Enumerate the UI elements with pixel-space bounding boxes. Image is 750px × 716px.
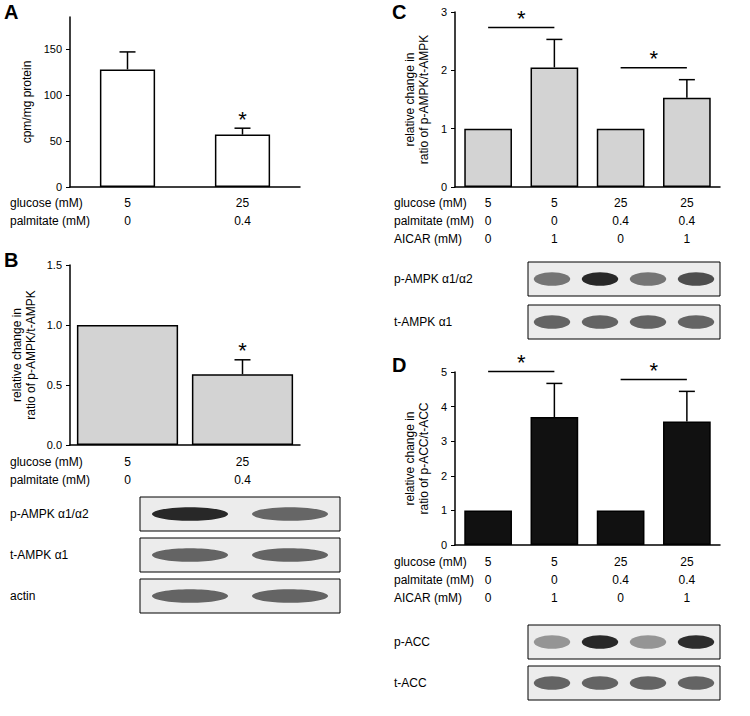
svg-text:0: 0	[617, 591, 624, 605]
svg-text:1.0: 1.0	[47, 319, 62, 331]
svg-text:relative change in: relative change in	[403, 52, 417, 146]
svg-text:0: 0	[617, 232, 624, 246]
svg-text:1: 1	[551, 591, 558, 605]
svg-text:p-AMPK α1/α2: p-AMPK α1/α2	[394, 272, 473, 286]
svg-text:p-AMPK α1/α2: p-AMPK α1/α2	[10, 507, 89, 521]
svg-text:1.5: 1.5	[47, 259, 62, 271]
svg-text:25: 25	[614, 196, 628, 210]
svg-text:0: 0	[485, 573, 492, 587]
svg-text:C: C	[392, 1, 406, 23]
svg-text:150: 150	[44, 43, 62, 55]
svg-text:AICAR (mM): AICAR (mM)	[394, 591, 462, 605]
svg-text:2: 2	[441, 64, 447, 76]
svg-text:palmitate (mM): palmitate (mM)	[10, 473, 90, 487]
svg-text:0.4: 0.4	[234, 214, 251, 228]
svg-text:5: 5	[124, 455, 131, 469]
svg-text:0: 0	[124, 473, 131, 487]
svg-text:0: 0	[124, 214, 131, 228]
svg-text:*: *	[649, 46, 658, 71]
svg-text:1: 1	[441, 504, 447, 516]
svg-text:0.4: 0.4	[679, 573, 696, 587]
svg-text:1: 1	[684, 232, 691, 246]
svg-text:palmitate (mM): palmitate (mM)	[394, 214, 474, 228]
svg-text:3: 3	[441, 435, 447, 447]
svg-text:actin: actin	[10, 589, 35, 603]
svg-text:4: 4	[441, 401, 447, 413]
svg-text:glucose (mM): glucose (mM)	[394, 196, 467, 210]
svg-text:5: 5	[124, 196, 131, 210]
svg-text:5: 5	[551, 555, 558, 569]
svg-text:*: *	[517, 6, 526, 31]
svg-text:50: 50	[50, 135, 62, 147]
svg-text:*: *	[649, 358, 658, 383]
svg-text:D: D	[392, 354, 406, 376]
svg-text:*: *	[238, 107, 247, 132]
svg-text:0.4: 0.4	[679, 214, 696, 228]
svg-text:1: 1	[441, 123, 447, 135]
svg-text:0: 0	[551, 214, 558, 228]
svg-text:ratio of p-ACC/t-ACC: ratio of p-ACC/t-ACC	[417, 402, 431, 514]
svg-text:palmitate (mM): palmitate (mM)	[10, 214, 90, 228]
svg-text:A: A	[4, 1, 18, 23]
svg-text:5: 5	[441, 366, 447, 378]
svg-text:*: *	[238, 338, 247, 363]
svg-text:glucose (mM): glucose (mM)	[10, 455, 83, 469]
svg-text:1: 1	[684, 591, 691, 605]
svg-text:25: 25	[680, 555, 694, 569]
svg-text:100: 100	[44, 89, 62, 101]
svg-text:0: 0	[485, 232, 492, 246]
svg-text:relative change in: relative change in	[403, 411, 417, 505]
svg-text:p-ACC: p-ACC	[394, 635, 430, 649]
svg-text:0: 0	[485, 591, 492, 605]
svg-text:0.4: 0.4	[612, 214, 629, 228]
svg-text:relative change in: relative change in	[10, 308, 24, 402]
svg-text:palmitate (mM): palmitate (mM)	[394, 573, 474, 587]
svg-text:0: 0	[485, 214, 492, 228]
svg-text:t-AMPK α1: t-AMPK α1	[394, 315, 453, 329]
svg-text:0.4: 0.4	[234, 473, 251, 487]
svg-text:glucose (mM): glucose (mM)	[394, 555, 467, 569]
svg-text:25: 25	[680, 196, 694, 210]
svg-text:25: 25	[236, 455, 250, 469]
svg-text:0: 0	[441, 181, 447, 193]
svg-text:0.5: 0.5	[47, 379, 62, 391]
svg-text:AICAR (mM): AICAR (mM)	[394, 232, 462, 246]
svg-text:ratio of p-AMPK/t-AMPK: ratio of p-AMPK/t-AMPK	[24, 290, 38, 419]
svg-text:glucose (mM): glucose (mM)	[10, 196, 83, 210]
svg-text:0: 0	[441, 539, 447, 551]
svg-text:t-AMPK α1: t-AMPK α1	[10, 548, 69, 562]
svg-text:B: B	[4, 249, 18, 271]
svg-text:*: *	[517, 350, 526, 375]
svg-text:ratio of p-AMPK/t-AMPK: ratio of p-AMPK/t-AMPK	[417, 35, 431, 164]
svg-text:0.4: 0.4	[612, 573, 629, 587]
svg-text:0.0: 0.0	[47, 439, 62, 451]
svg-text:3: 3	[441, 6, 447, 18]
svg-text:2: 2	[441, 470, 447, 482]
svg-text:0: 0	[551, 573, 558, 587]
svg-text:5: 5	[485, 196, 492, 210]
svg-text:t-ACC: t-ACC	[394, 676, 427, 690]
svg-text:cpm/mg protein: cpm/mg protein	[20, 61, 34, 144]
svg-text:0: 0	[56, 181, 62, 193]
svg-text:1: 1	[551, 232, 558, 246]
svg-text:25: 25	[614, 555, 628, 569]
svg-text:5: 5	[485, 555, 492, 569]
svg-text:25: 25	[236, 196, 250, 210]
svg-text:5: 5	[551, 196, 558, 210]
